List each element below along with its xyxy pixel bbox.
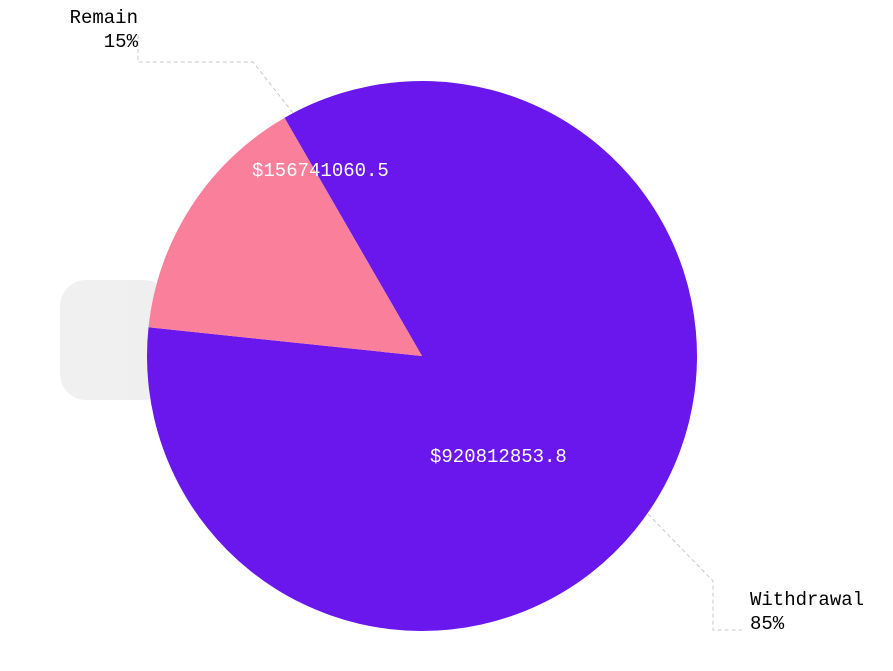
- pie-chart: $920812853.8 $156741060.5: [0, 0, 893, 671]
- slice-value-remain: $156741060.5: [252, 160, 389, 182]
- callout-line-withdrawal: [648, 514, 742, 630]
- callout-withdrawal-pct: 85%: [750, 613, 864, 637]
- callout-remain-label: Remain: [70, 7, 138, 31]
- callout-remain-pct: 15%: [70, 31, 138, 55]
- callout-line-remain: [138, 35, 293, 113]
- slice-value-withdrawal: $920812853.8: [430, 446, 567, 468]
- callout-withdrawal-label: Withdrawal: [750, 589, 864, 613]
- chart-canvas: NFTGO $920812853.8$156741060.5 Withdrawa…: [0, 0, 893, 671]
- callout-withdrawal: Withdrawal 85%: [750, 589, 864, 637]
- callout-remain: Remain 15%: [70, 7, 138, 55]
